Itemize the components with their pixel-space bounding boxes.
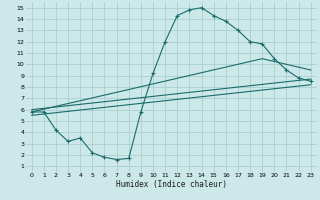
X-axis label: Humidex (Indice chaleur): Humidex (Indice chaleur) bbox=[116, 180, 227, 189]
